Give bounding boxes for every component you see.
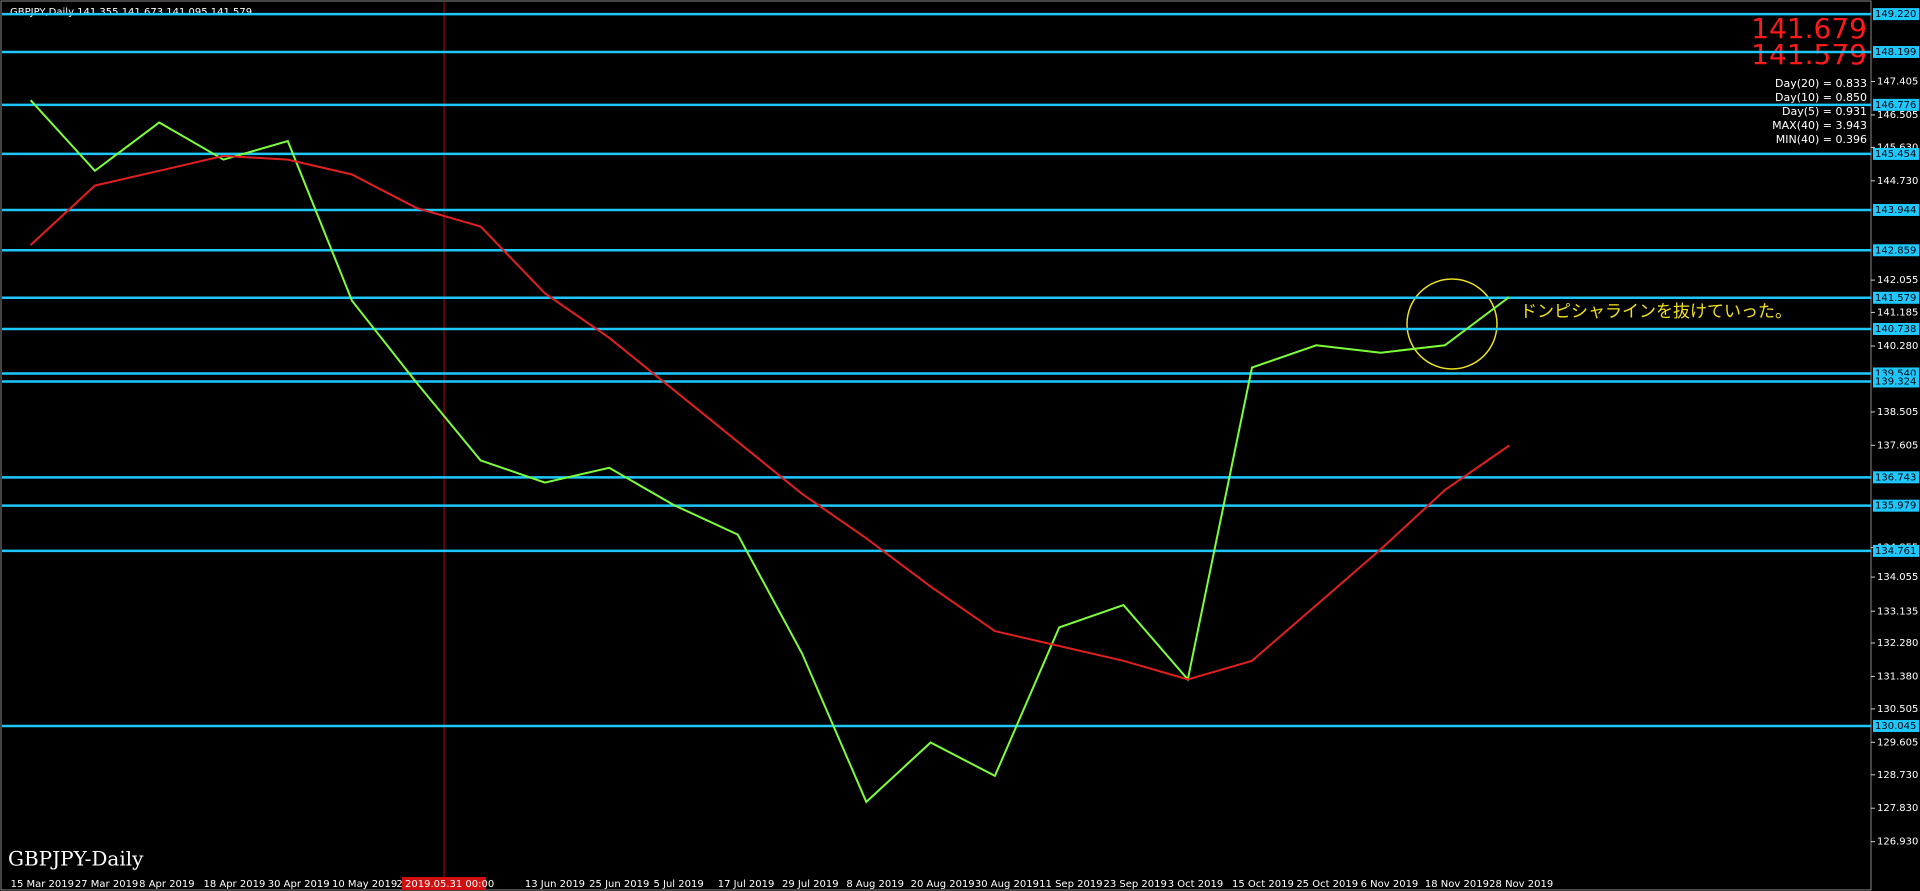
- x-tick-label: 5 Jul 2019: [653, 879, 703, 890]
- y-tick-label: 129.605: [1877, 737, 1918, 748]
- y-tick-label: 145.630: [1877, 142, 1918, 153]
- level-label: 134.761: [1875, 546, 1916, 557]
- y-tick-label: 132.280: [1877, 638, 1918, 649]
- level-label: 142.859: [1875, 245, 1916, 256]
- y-tick-label: 131.380: [1877, 671, 1918, 682]
- y-tick-label: 147.405: [1877, 76, 1918, 87]
- stat-line: Day(20) = 0.833: [1775, 77, 1867, 90]
- y-tick-label: 126.930: [1877, 837, 1918, 848]
- level-label: 141.579: [1875, 293, 1916, 304]
- x-tick-label: 15 Oct 2019: [1232, 879, 1294, 890]
- x-tick-label: 18 Nov 2019: [1425, 879, 1489, 890]
- level-label-box: [1873, 719, 1919, 732]
- level-label: 139.540: [1875, 368, 1916, 379]
- x-tick-label: 8 Aug 2019: [846, 879, 904, 890]
- stat-line: Day(10) = 0.850: [1775, 91, 1867, 104]
- y-tick-label: 133.135: [1877, 606, 1918, 617]
- level-label-box: [1873, 8, 1919, 21]
- symbol-label: GBPJPY-Daily: [8, 847, 144, 871]
- level-label: 148.199: [1875, 47, 1916, 58]
- y-tick-label: 127.830: [1877, 803, 1918, 814]
- level-label-box: [1873, 244, 1919, 257]
- level-label-box: [1873, 147, 1919, 160]
- x-tick-label: 18 Apr 2019: [203, 879, 265, 890]
- x-tick-label: 3 Oct 2019: [1168, 879, 1223, 890]
- level-label-box: [1873, 323, 1919, 336]
- series-line: [29, 154, 1510, 681]
- chart-title: GBPJPY,Daily 141.355 141.673 141.095 141…: [10, 7, 252, 18]
- x-tick-label: 13 Jun 2019: [525, 879, 585, 890]
- level-label: 136.743: [1875, 472, 1916, 483]
- level-label-box: [1873, 499, 1919, 512]
- y-tick-label: 141.185: [1877, 307, 1918, 318]
- x-tick-label: 29 Jul 2019: [782, 879, 839, 890]
- x-tick-label: 11 Sep 2019: [1039, 879, 1102, 890]
- level-label-box: [1873, 203, 1919, 216]
- y-tick-label: 137.605: [1877, 440, 1918, 451]
- x-tick-label: 28 Nov 2019: [1489, 879, 1553, 890]
- y-tick-label: 140.280: [1877, 341, 1918, 352]
- level-label: 146.776: [1875, 100, 1916, 111]
- level-label: 145.454: [1875, 149, 1916, 160]
- crosshair-label: 2019.05.31 00:00: [405, 879, 494, 890]
- series-line: [29, 99, 1510, 804]
- y-tick-label: 146.505: [1877, 110, 1918, 121]
- annotation: ドンピシャラインを抜けていった。: [1520, 302, 1792, 322]
- x-tick-label: 25 Oct 2019: [1296, 879, 1358, 890]
- x-tick-label: 25 Jun 2019: [589, 879, 649, 890]
- y-tick-label: 142.055: [1877, 275, 1918, 286]
- x-tick-label: 17 Jul 2019: [718, 879, 775, 890]
- y-tick-label: 134.055: [1877, 572, 1918, 583]
- bid-price: 141.679: [1751, 12, 1867, 45]
- level-label: 149.220: [1875, 9, 1916, 20]
- y-tick-label: 130.505: [1877, 704, 1918, 715]
- level-label: 135.979: [1875, 501, 1916, 512]
- stat-line: MAX(40) = 3.943: [1772, 119, 1867, 132]
- x-tick-label: 20 Aug 2019: [911, 879, 975, 890]
- level-label-box: [1873, 375, 1919, 388]
- x-tick-label: 23 Sep 2019: [1103, 879, 1166, 890]
- level-label-box: [1873, 471, 1919, 484]
- level-label: 130.045: [1875, 721, 1916, 732]
- highlight-circle: [1406, 278, 1498, 370]
- crosshair-label-box: [402, 877, 486, 890]
- level-label: 140.738: [1875, 324, 1916, 335]
- ask-price: 141.579: [1751, 38, 1867, 71]
- stat-line: MIN(40) = 0.396: [1776, 133, 1867, 146]
- x-tick-label: 6 Nov 2019: [1361, 879, 1419, 890]
- x-tick-label: 8 Apr 2019: [139, 879, 194, 890]
- x-tick-label: 10 May 2019: [332, 879, 397, 890]
- level-label-box: [1873, 98, 1919, 111]
- level-label: 143.944: [1875, 205, 1916, 216]
- x-tick-label: 30 Apr 2019: [268, 879, 330, 890]
- x-tick-label: 30 Aug 2019: [975, 879, 1039, 890]
- y-tick-label: 144.730: [1877, 176, 1918, 187]
- x-tick-label: 27 Mar 2019: [75, 879, 138, 890]
- level-label-box: [1873, 544, 1919, 557]
- stat-line: Day(5) = 0.931: [1782, 105, 1867, 118]
- level-label: 139.324: [1875, 376, 1916, 387]
- level-label-box: [1873, 291, 1919, 304]
- y-tick-label: 128.730: [1877, 770, 1918, 781]
- level-label-box: [1873, 46, 1919, 59]
- x-tick-label: 15 Mar 2019: [11, 879, 74, 890]
- y-tick-label: 138.505: [1877, 407, 1918, 418]
